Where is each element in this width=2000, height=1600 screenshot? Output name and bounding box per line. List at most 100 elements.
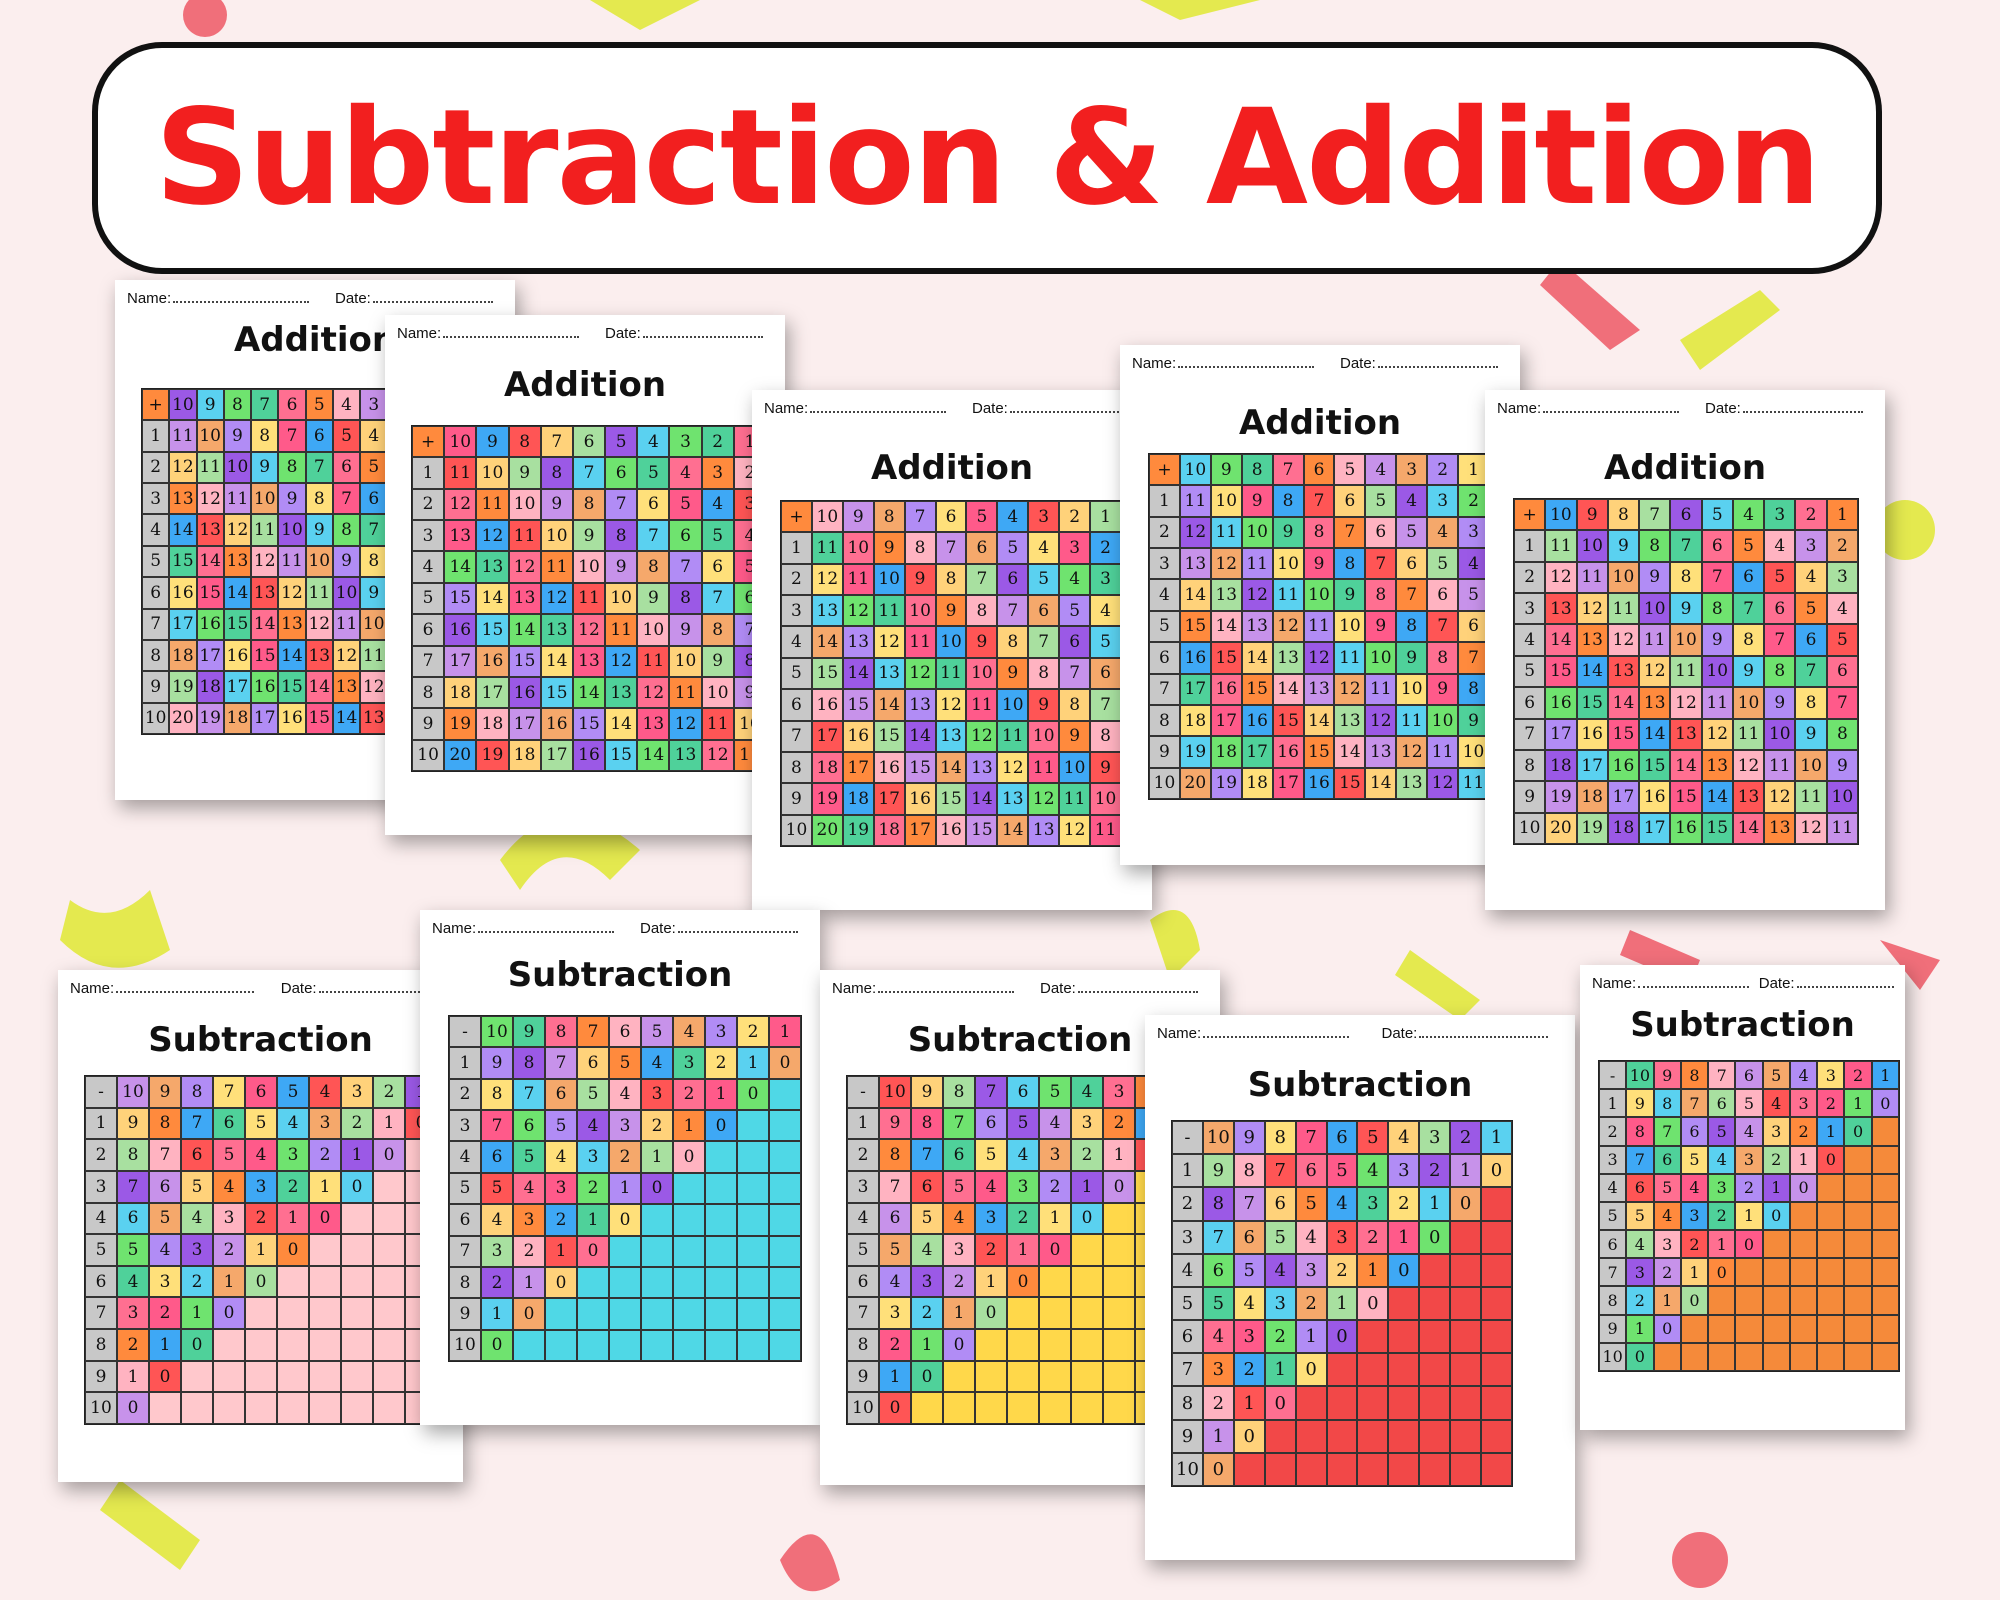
table-cell: 14 — [332, 702, 361, 734]
table-cell: 0 — [1357, 1286, 1389, 1321]
table-cell — [1481, 1286, 1512, 1321]
table-cell: 10 — [251, 483, 279, 515]
date-field[interactable]: Date: — [1040, 980, 1198, 997]
date-line[interactable] — [318, 991, 441, 993]
name-field[interactable]: Name: — [764, 400, 947, 417]
name-field[interactable]: Name: — [1132, 355, 1315, 372]
table-cell: 4 — [1357, 1154, 1389, 1188]
table-cell: 4 — [481, 1204, 513, 1236]
column-header: 6 — [935, 501, 967, 533]
column-header: 4 — [997, 501, 1029, 533]
table-cell: 2 — [1103, 1107, 1135, 1140]
date-field[interactable]: Date: — [335, 290, 493, 307]
table-cell: 15 — [811, 657, 843, 690]
table-cell — [1680, 1314, 1709, 1343]
name-line[interactable] — [1638, 986, 1749, 988]
name-field[interactable]: Name: — [832, 980, 1015, 997]
table-cell: 14 — [1607, 687, 1640, 719]
table-cell: 9 — [1607, 530, 1640, 562]
table-cell: 7 — [1795, 655, 1827, 688]
table-cell — [609, 1298, 641, 1330]
table-cell: 17 — [169, 608, 197, 640]
table-cell — [213, 1329, 245, 1361]
table-cell: 11 — [223, 483, 252, 515]
table-cell: 8 — [1303, 516, 1335, 549]
row-header: 3 — [142, 483, 170, 515]
table-cell: 1 — [373, 1107, 405, 1140]
table-cell: 3 — [513, 1204, 545, 1236]
table-cell: 5 — [701, 520, 734, 552]
name-line[interactable] — [478, 931, 615, 933]
table-cell: 18 — [811, 751, 843, 784]
table-cell: 3 — [641, 1078, 673, 1111]
name-field[interactable]: Name: — [127, 290, 310, 307]
name-line[interactable] — [1203, 1036, 1350, 1038]
table-cell: 15 — [873, 720, 905, 752]
date-label: Date: — [1381, 1025, 1418, 1042]
table-cell: 9 — [1795, 718, 1827, 750]
table-cell: 2 — [213, 1234, 245, 1266]
date-field[interactable]: Date: — [1382, 1025, 1549, 1042]
date-line[interactable] — [372, 301, 493, 303]
table-cell: 12 — [572, 614, 606, 646]
date-line[interactable] — [1742, 411, 1863, 413]
table-cell: 5 — [1680, 1145, 1709, 1174]
table-cell: 0 — [1680, 1286, 1709, 1315]
date-field[interactable]: Date: — [640, 920, 798, 937]
name-line[interactable] — [173, 301, 310, 303]
table-cell: 11 — [935, 657, 967, 690]
name-line[interactable] — [878, 991, 1015, 993]
table-cell — [1071, 1234, 1103, 1266]
date-field[interactable]: Date: — [1759, 975, 1895, 992]
name-field[interactable]: Name: — [70, 980, 254, 997]
table-cell: 15 — [1241, 673, 1273, 705]
row-header: 7 — [142, 608, 170, 640]
table-cell: 15 — [572, 708, 606, 740]
table-cell: 3 — [245, 1170, 277, 1203]
row-header: 7 — [781, 720, 812, 752]
date-field[interactable]: Date: — [1705, 400, 1863, 417]
name-line[interactable] — [810, 411, 947, 413]
worksheet-title: Addition — [233, 320, 397, 360]
table-cell: 11 — [360, 639, 388, 672]
date-field[interactable]: Date: — [1340, 355, 1498, 372]
name-line[interactable] — [1543, 411, 1680, 413]
table-cell — [545, 1298, 577, 1330]
table-cell: 4 — [1427, 516, 1459, 549]
column-header: 1 — [1871, 1061, 1899, 1090]
name-field[interactable]: Name: — [1157, 1025, 1350, 1042]
name-field[interactable]: Name: — [397, 325, 580, 342]
table-cell: 12 — [305, 608, 333, 640]
date-field[interactable]: Date: — [972, 400, 1130, 417]
operator-cell: + — [412, 426, 445, 458]
name-line[interactable] — [443, 336, 580, 338]
table-cell: 8 — [669, 582, 702, 615]
table-cell: 9 — [1701, 624, 1733, 656]
name-label: Name: — [397, 325, 442, 342]
name-line[interactable] — [1178, 366, 1315, 368]
table-cell: 1 — [577, 1204, 609, 1236]
row-header: 3 — [412, 520, 445, 552]
date-line[interactable] — [1077, 991, 1198, 993]
column-header: 7 — [1708, 1061, 1736, 1090]
date-line[interactable] — [1009, 411, 1130, 413]
date-line[interactable] — [1796, 986, 1895, 988]
table-cell: 16 — [196, 608, 224, 640]
name-field[interactable]: Name: — [432, 920, 615, 937]
date-line[interactable] — [1377, 366, 1498, 368]
date-line[interactable] — [642, 336, 763, 338]
name-field[interactable]: Name: — [1592, 975, 1749, 992]
date-field[interactable]: Date: — [281, 980, 441, 997]
name-line[interactable] — [116, 991, 254, 993]
table-cell: 0 — [1844, 1117, 1872, 1146]
table-cell: 15 — [196, 577, 224, 609]
name-field[interactable]: Name: — [1497, 400, 1680, 417]
row-header: 6 — [1172, 1320, 1203, 1354]
row-header: 10 — [1149, 767, 1180, 799]
table-cell — [1762, 1286, 1790, 1315]
table-cell: 4 — [879, 1265, 911, 1298]
date-line[interactable] — [677, 931, 798, 933]
date-line[interactable] — [1419, 1036, 1549, 1038]
date-field[interactable]: Date: — [605, 325, 763, 342]
table-cell: 8 — [879, 1139, 911, 1171]
